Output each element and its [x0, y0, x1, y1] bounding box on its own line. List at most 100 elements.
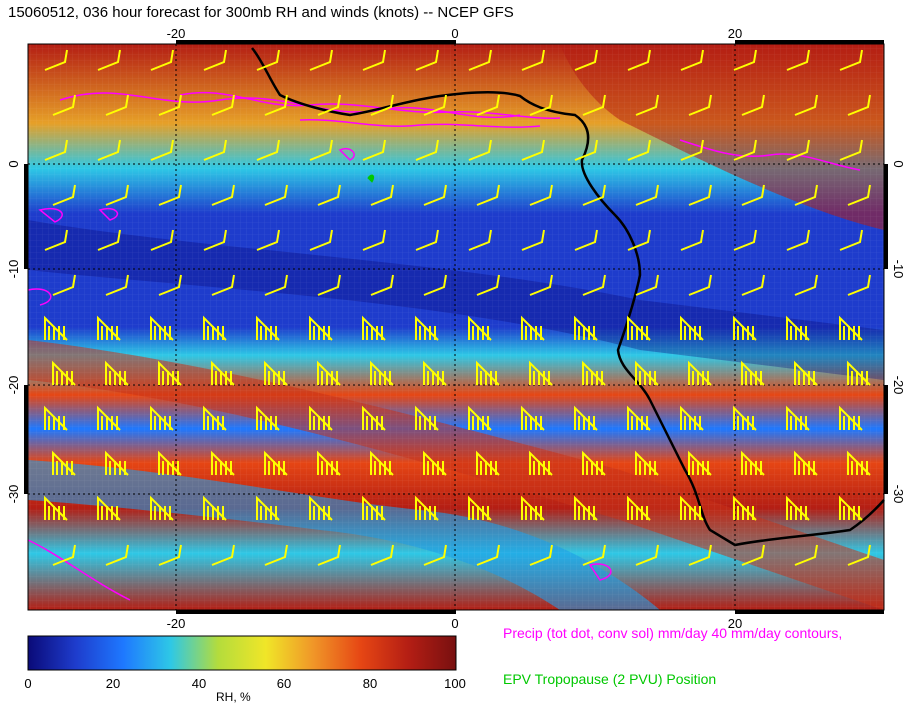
wind-barb: [733, 139, 757, 161]
wind-barb: [688, 94, 712, 116]
wind-barb: [423, 450, 447, 476]
wind-barb: [786, 405, 810, 431]
wind-barb: [309, 49, 333, 71]
wind-barb: [574, 495, 598, 521]
wind-barb: [150, 229, 174, 251]
wind-barb: [362, 405, 386, 431]
wind-barb: [211, 274, 235, 296]
wind-barb: [741, 94, 765, 116]
wind-barb: [521, 139, 545, 161]
wind-barb: [476, 360, 500, 386]
wind-barb: [150, 405, 174, 431]
colorbar-label: RH, %: [216, 690, 251, 704]
wind-barb: [476, 94, 500, 116]
colorbar-tick: 100: [444, 676, 466, 691]
wind-barb: [211, 450, 235, 476]
wind-barb: [317, 184, 341, 206]
wind-barb: [627, 405, 651, 431]
lat-tick-right-3: -20: [891, 376, 906, 395]
wind-barb: [839, 139, 863, 161]
wind-barb: [370, 274, 394, 296]
wind-barb: [370, 544, 394, 566]
wind-barb: [476, 274, 500, 296]
wind-barb: [150, 315, 174, 341]
wind-barb: [44, 49, 68, 71]
wind-barb: [423, 94, 447, 116]
wind-barb: [582, 274, 606, 296]
wind-barb: [468, 405, 492, 431]
wind-barb: [839, 495, 863, 521]
lon-tick-bottom-3: 20: [728, 616, 742, 631]
wind-barb: [847, 544, 871, 566]
wind-barb: [635, 274, 659, 296]
wind-barb: [317, 360, 341, 386]
wind-barb: [52, 94, 76, 116]
wind-barb: [97, 49, 121, 71]
wind-barb: [582, 450, 606, 476]
wind-barb: [574, 229, 598, 251]
wind-barb: [786, 139, 810, 161]
wind-barb: [370, 94, 394, 116]
wind-barb: [574, 405, 598, 431]
wind-barb: [256, 405, 280, 431]
wind-barb: [733, 405, 757, 431]
colorbar: 0 20 40 60 80 100: [24, 635, 466, 691]
wind-barb: [52, 450, 76, 476]
lon-tick-top-2: 0: [451, 26, 458, 41]
wind-barb: [733, 495, 757, 521]
wind-barb: [158, 360, 182, 386]
wind-barb: [635, 184, 659, 206]
wind-barb: [362, 495, 386, 521]
wind-barb: [627, 495, 651, 521]
lon-tick-bottom-1: -20: [167, 616, 186, 631]
wind-barb: [741, 274, 765, 296]
wind-barb: [786, 49, 810, 71]
colorbar-tick: 20: [106, 676, 120, 691]
wind-barb: [847, 360, 871, 386]
wind-barb: [97, 229, 121, 251]
lon-tick-bottom-2: 0: [451, 616, 458, 631]
wind-barb: [741, 450, 765, 476]
wind-barb: [741, 360, 765, 386]
wind-barb: [468, 139, 492, 161]
wind-barb: [635, 544, 659, 566]
colorbar-tick: 0: [24, 676, 31, 691]
wind-barb: [688, 360, 712, 386]
wind-barb: [688, 274, 712, 296]
wind-barb: [105, 94, 129, 116]
wind-barb: [105, 450, 129, 476]
map-title: 15060512, 036 hour forecast for 300mb RH…: [8, 4, 514, 21]
wind-barb: [847, 184, 871, 206]
wind-barb: [256, 49, 280, 71]
wind-barb: [264, 450, 288, 476]
wind-barb: [150, 49, 174, 71]
wind-barb: [786, 495, 810, 521]
wind-barb: [680, 229, 704, 251]
wind-barb: [415, 315, 439, 341]
wind-barb: [680, 49, 704, 71]
wind-barb: [256, 139, 280, 161]
wind-barb: [44, 495, 68, 521]
wind-barb: [839, 49, 863, 71]
wind-barb: [847, 274, 871, 296]
wind-barb: [582, 544, 606, 566]
wind-barb: [97, 495, 121, 521]
wind-barb: [158, 94, 182, 116]
wind-barb: [203, 49, 227, 71]
wind-barb: [203, 139, 227, 161]
wind-barb: [264, 184, 288, 206]
wind-barb: [423, 184, 447, 206]
wind-barb: [521, 229, 545, 251]
wind-barb: [847, 94, 871, 116]
wind-barb: [627, 315, 651, 341]
wind-barb: [52, 184, 76, 206]
wind-barb: [521, 495, 545, 521]
wind-barb: [529, 184, 553, 206]
wind-barb: [415, 405, 439, 431]
colorbar-tick: 40: [192, 676, 206, 691]
wind-barb: [158, 274, 182, 296]
lat-tick-left-1: 0: [6, 160, 21, 167]
wind-barb: [794, 94, 818, 116]
wind-barb: [423, 544, 447, 566]
